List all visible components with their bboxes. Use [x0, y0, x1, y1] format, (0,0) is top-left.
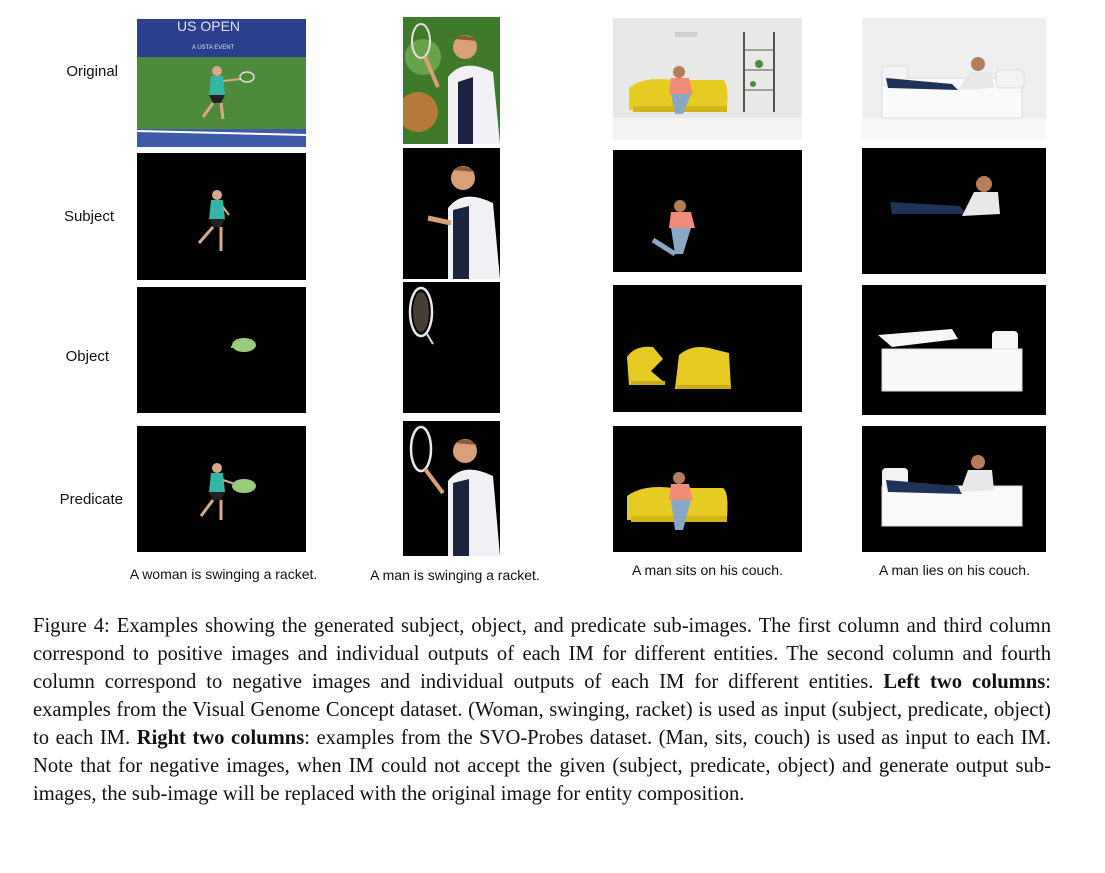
image-man-tennis-original: [403, 17, 500, 144]
image-man-lies-object: [862, 285, 1046, 415]
row-label-predicate: Predicate: [59, 491, 123, 508]
scoreboard-subtext: A USTA EVENT: [192, 45, 235, 51]
figure-caption-part-3: : examples from the SVO-Probes dataset. …: [33, 727, 1052, 805]
column-caption-1: A woman is swinging a racket.: [129, 566, 318, 582]
figure-caption-part-1: Figure 4: Examples showing the generated…: [33, 615, 1051, 693]
figure-caption-bold-1: Left two columns: [883, 671, 1046, 693]
image-woman-predicate: [137, 426, 306, 552]
column-caption-3: A man sits on his couch.: [632, 562, 783, 578]
column-caption-2: A man is swinging a racket.: [370, 567, 540, 583]
image-man-sits-subject: [613, 150, 802, 272]
image-man-tennis-subject: [403, 148, 500, 279]
image-woman-object: [137, 287, 306, 413]
image-man-lies-subject: [862, 148, 1046, 274]
image-man-sits-object: [613, 285, 802, 412]
image-man-tennis-object: [403, 282, 500, 413]
figure-caption-bold-2: Right two columns: [136, 727, 305, 749]
image-man-lies-predicate: [862, 426, 1046, 552]
image-woman-subject: [137, 153, 306, 280]
figure-caption: Figure 4: Examples showing the generated…: [33, 612, 1051, 808]
column-caption-4: A man lies on his couch.: [879, 562, 1030, 578]
image-man-sits-original: [613, 18, 802, 140]
row-label-original: Original: [66, 63, 118, 80]
row-label-subject: Subject: [63, 208, 114, 225]
image-man-lies-original: [862, 18, 1046, 139]
scoreboard-text: US OPEN: [177, 19, 240, 34]
row-label-object: Object: [65, 348, 109, 365]
figure-caption-part-2: : examples from the Visual Genome Concep…: [33, 671, 1052, 749]
image-woman-original: US OPEN A USTA EVENT: [137, 19, 306, 147]
image-man-sits-predicate: [613, 426, 802, 552]
image-man-tennis-predicate: [403, 421, 500, 556]
